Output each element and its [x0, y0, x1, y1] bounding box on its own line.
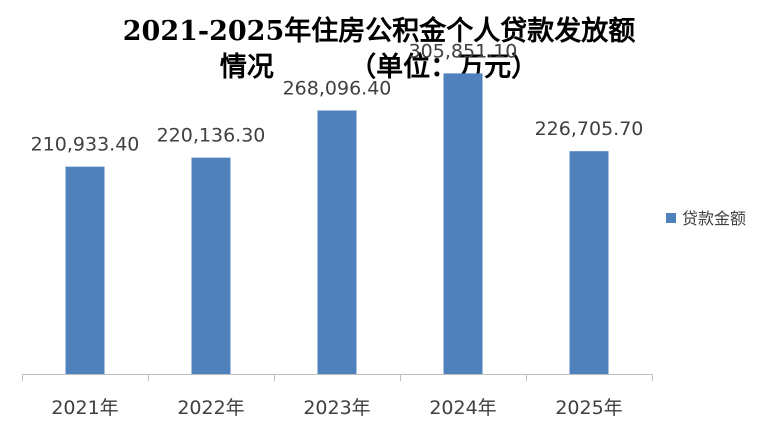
legend-label: 贷款金额 [682, 209, 746, 228]
data-label: 268,096.40 [283, 77, 392, 99]
bar [444, 73, 483, 374]
data-label: 220,136.30 [157, 125, 266, 147]
data-label: 226,705.70 [535, 118, 644, 140]
x-tick-label: 2022年 [177, 397, 244, 419]
legend-swatch [666, 213, 676, 223]
x-tick-label: 2025年 [555, 397, 622, 419]
bar [570, 151, 609, 374]
data-label: 305,851.10 [409, 40, 518, 62]
data-label: 210,933.40 [31, 134, 140, 156]
bar [318, 110, 357, 374]
x-tick-label: 2023年 [303, 397, 370, 419]
bar [192, 158, 231, 374]
x-tick-label: 2024年 [429, 397, 496, 419]
legend: 贷款金额 [666, 208, 756, 230]
bar [66, 167, 105, 374]
x-tick-label: 2021年 [51, 397, 118, 419]
